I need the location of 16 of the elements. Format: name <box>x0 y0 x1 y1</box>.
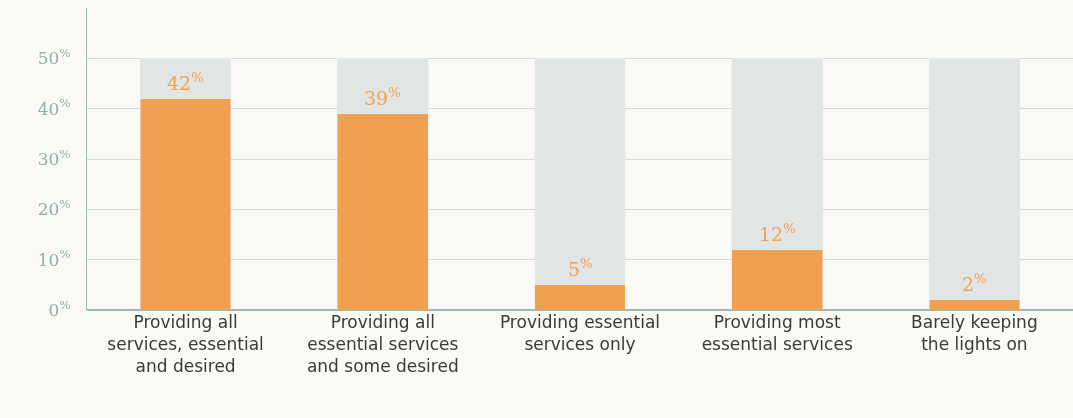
y-tick-label: 10$^{%}$ <box>37 247 71 270</box>
x-tick-label: Barely keeping the lights on <box>911 312 1038 355</box>
x-tick-label: Providing most essential services <box>701 312 853 355</box>
y-tick-label: 30$^{%}$ <box>37 146 71 169</box>
y-tick-label: 0$^{%}$ <box>48 297 71 320</box>
data-label: 39$^{%}$ <box>364 85 401 109</box>
data-label: 42$^{%}$ <box>167 70 204 94</box>
data-label: 5$^{%}$ <box>568 256 593 280</box>
y-tick-label: 20$^{%}$ <box>37 197 71 220</box>
x-tick-label: Providing all services, essential and desired <box>107 312 264 377</box>
data-label: 12$^{%}$ <box>759 221 796 245</box>
data-label: 2$^{%}$ <box>962 271 987 295</box>
x-tick-label: Providing essential services only <box>499 312 661 355</box>
x-tick-label: Providing all essential services and some desired <box>306 312 459 377</box>
y-tick-label: 40$^{%}$ <box>37 96 71 119</box>
y-tick-label: 50$^{%}$ <box>37 46 71 69</box>
